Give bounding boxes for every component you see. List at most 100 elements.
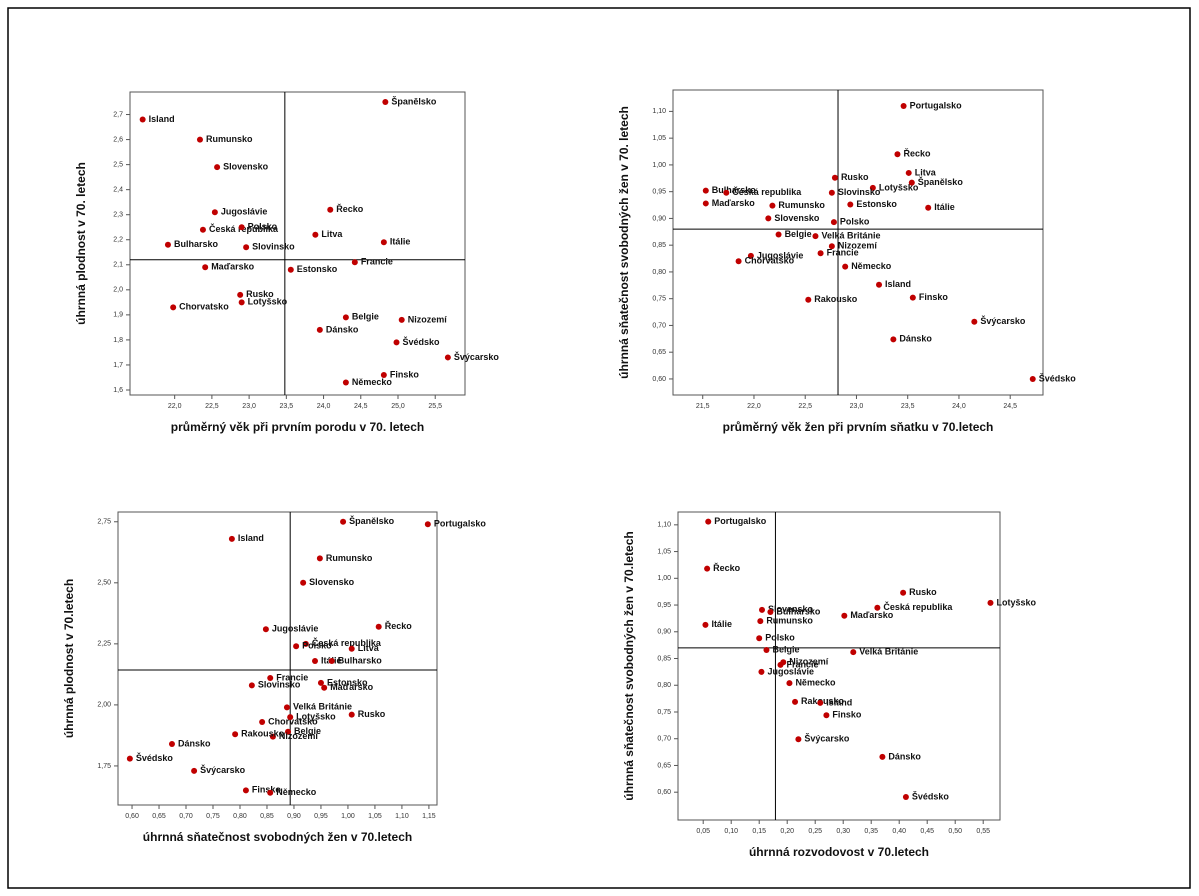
data-point: [702, 621, 709, 628]
point-label: Velká Británie: [821, 230, 880, 240]
point-label: Lotyšsko: [248, 297, 288, 307]
point-label: Polsko: [302, 641, 332, 651]
point-label: Finsko: [252, 785, 282, 795]
y-tick-label: 0,80: [657, 682, 671, 689]
y-tick-label: 1,6: [113, 387, 123, 394]
point-label: Maďarsko: [211, 262, 254, 272]
point-label: Bulharsko: [174, 239, 219, 249]
data-point: [312, 231, 319, 238]
data-point: [269, 733, 276, 740]
y-tick-label: 2,50: [97, 580, 111, 587]
point-label: Řecko: [903, 148, 931, 159]
data-point: [905, 169, 912, 176]
point-label: Velká Británie: [859, 646, 918, 656]
point-label: Jugoslávie: [757, 250, 804, 260]
point-label: Polsko: [840, 217, 870, 227]
data-point: [757, 618, 764, 625]
x-tick-label: 0,30: [836, 828, 850, 835]
data-point: [444, 354, 451, 361]
x-tick-label: 23,5: [901, 403, 915, 410]
point-label: Maďarsko: [712, 198, 755, 208]
data-point: [879, 753, 886, 760]
y-tick-label: 0,85: [652, 242, 666, 249]
x-tick-label: 0,90: [287, 813, 301, 820]
point-label: Lotyšsko: [296, 711, 336, 721]
y-tick-label: 0,65: [652, 349, 666, 356]
data-point: [293, 643, 300, 650]
data-point: [876, 281, 883, 288]
point-label: Island: [238, 533, 264, 543]
y-axis-label: úhrnná plodnost v 70.letech: [62, 579, 76, 738]
point-label: Belgie: [772, 644, 799, 654]
y-tick-label: 0,70: [652, 322, 666, 329]
y-tick-label: 1,05: [652, 135, 666, 142]
data-point: [248, 682, 255, 689]
x-axis-label: průměrný věk žen při prvním sňatku v 70.…: [723, 420, 994, 434]
point-label: Rumunsko: [778, 200, 825, 210]
point-label: Dánsko: [899, 334, 932, 344]
data-point: [765, 215, 772, 222]
data-point: [847, 201, 854, 208]
x-tick-label: 22,5: [205, 403, 219, 410]
point-label: Nizozemí: [789, 657, 829, 667]
data-point: [126, 755, 133, 762]
point-label: Švýcarsko: [980, 315, 1026, 326]
point-label: Finsko: [390, 369, 420, 379]
point-label: Island: [149, 114, 175, 124]
point-label: Rusko: [358, 709, 386, 719]
x-axis-label: úhrnná sňatečnost svobodných žen v 70.le…: [143, 830, 412, 844]
point-label: Slovensko: [309, 577, 355, 587]
point-label: Bulharsko: [776, 606, 821, 616]
y-tick-label: 2,1: [113, 262, 123, 269]
plot-area: [117, 511, 438, 806]
point-label: Belgie: [785, 229, 812, 239]
point-label: Švédsko: [1039, 372, 1077, 383]
data-point: [902, 794, 909, 801]
data-point: [191, 767, 198, 774]
y-tick-label: 2,6: [113, 136, 123, 143]
point-label: Rumunsko: [206, 134, 253, 144]
data-point: [312, 657, 319, 664]
y-tick-label: 0,95: [657, 602, 671, 609]
point-label: Portugalsko: [714, 516, 767, 526]
data-point: [894, 151, 901, 158]
y-tick-label: 0,85: [657, 655, 671, 662]
x-tick-label: 0,20: [780, 828, 794, 835]
data-point: [792, 698, 799, 705]
x-tick-label: 25,0: [391, 403, 405, 410]
data-point: [196, 136, 203, 143]
point-label: Maďarsko: [850, 610, 893, 620]
y-tick-label: 0,80: [652, 269, 666, 276]
point-label: Švédsko: [136, 752, 174, 763]
x-tick-label: 0,75: [206, 813, 220, 820]
data-point: [168, 740, 175, 747]
x-tick-label: 24,5: [1003, 403, 1017, 410]
data-point: [1029, 375, 1036, 382]
point-label: Česká republika: [312, 637, 382, 648]
y-tick-label: 1,7: [113, 362, 123, 369]
y-tick-label: 1,10: [657, 522, 671, 529]
point-label: Island: [885, 279, 911, 289]
point-label: Rusko: [246, 289, 274, 299]
y-tick-label: 2,7: [113, 111, 123, 118]
point-label: Dánsko: [178, 738, 211, 748]
plot-area: [672, 89, 1044, 396]
data-point: [302, 640, 309, 647]
point-label: Dánsko: [326, 324, 359, 334]
point-label: Estonsko: [856, 199, 897, 209]
point-label: Švédsko: [403, 336, 441, 347]
x-tick-label: 22,5: [798, 403, 812, 410]
point-label: Česká republika: [732, 186, 802, 197]
point-label: Litva: [358, 643, 380, 653]
point-label: Portugalsko: [910, 100, 963, 110]
data-point: [259, 718, 266, 725]
y-tick-label: 1,05: [657, 548, 671, 555]
x-tick-label: 0,95: [314, 813, 328, 820]
point-label: Rusko: [909, 587, 937, 597]
point-label: Francie: [827, 248, 859, 258]
data-point: [971, 318, 978, 325]
point-label: Velká Británie: [293, 702, 352, 712]
data-point: [214, 164, 221, 171]
data-point: [321, 684, 328, 691]
point-label: Finsko: [832, 710, 862, 720]
